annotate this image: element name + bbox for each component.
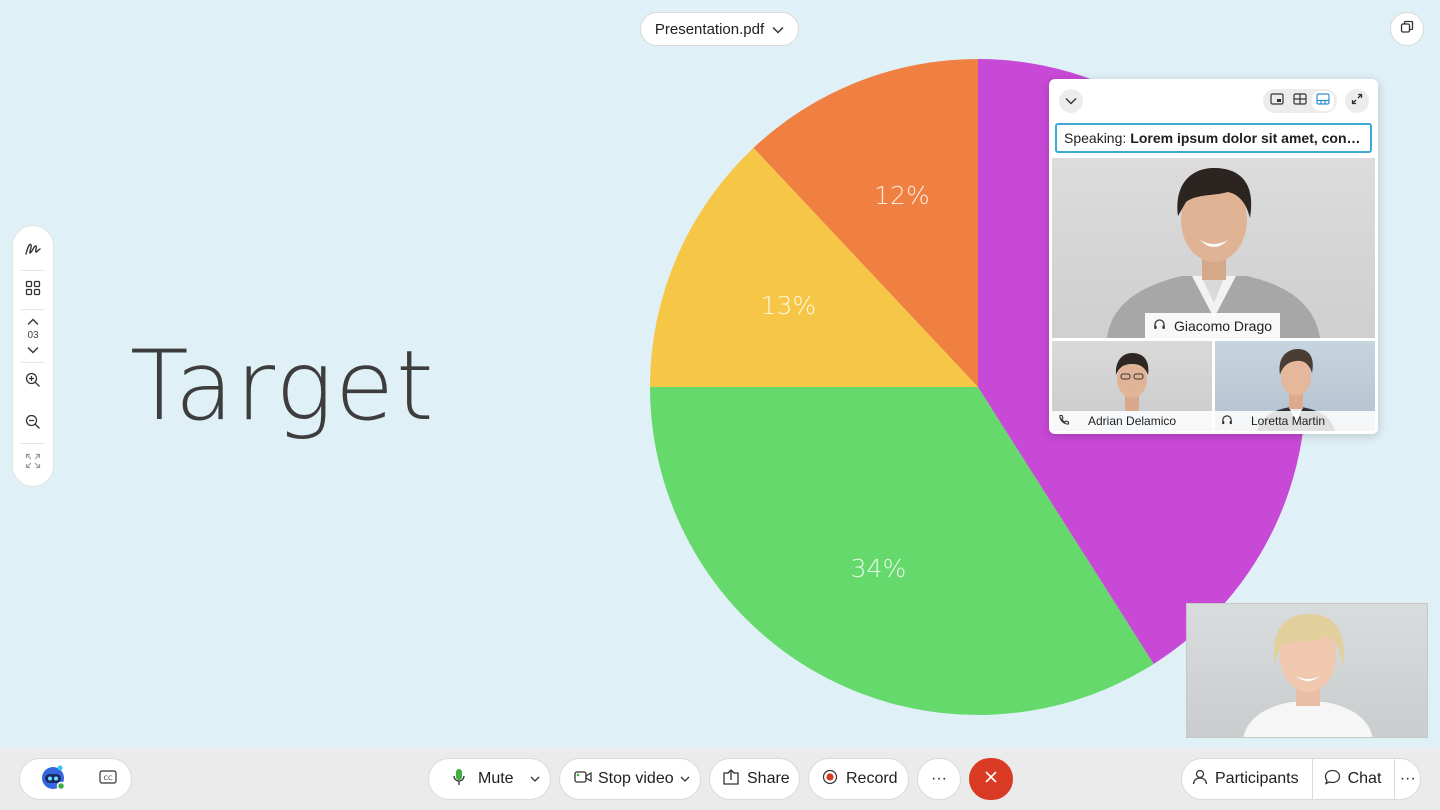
stop-video-button[interactable]: Stop video [559,758,701,800]
mute-label: Mute [478,770,514,787]
rail-divider [21,270,45,271]
divider [1394,759,1396,799]
zoom-in-icon [25,372,41,393]
participant-tag: Adrian Delamico [1052,411,1212,431]
self-view-video[interactable] [1186,603,1428,738]
chat-button[interactable]: Chat [1313,759,1395,799]
collapse-panel-button[interactable] [1059,89,1083,113]
expand-icon [1351,92,1363,110]
popout-button[interactable] [1390,12,1424,46]
participant-tile-adrian[interactable]: Adrian Delamico [1052,341,1212,431]
share-button[interactable]: Share [709,758,800,800]
more-icon: ··· [931,770,947,787]
annotate-icon [24,240,42,263]
layout-grid-option[interactable] [1289,91,1311,111]
more-options-button[interactable]: ··· [917,758,961,800]
video-camera-icon [574,770,592,789]
headset-icon [1153,318,1166,334]
fit-screen-button[interactable] [18,448,48,478]
pie-slice-label: 13% [761,291,817,320]
main-video-tile[interactable]: Giacomo Drago [1052,158,1375,338]
speaking-text: Lorem ipsum dolor sit amet, consec... [1130,130,1363,146]
pie-slice [650,147,978,387]
chevron-down-icon [772,21,784,38]
participant-name: Adrian Delamico [1088,414,1177,428]
rail-divider [21,443,45,444]
popout-icon [1400,20,1414,39]
thumbnails-button[interactable] [18,275,48,305]
speaking-label: Speaking: [1064,130,1127,146]
chevron-up-icon [27,313,39,331]
rail-divider [21,309,45,310]
annotation-tool-rail: 03 [12,225,54,487]
record-label: Record [846,770,898,787]
ai-assistant-button[interactable] [20,759,85,799]
ai-assistant-icon [39,763,67,796]
divider [1311,759,1313,799]
participant-name: Loretta Martin [1251,414,1326,428]
slide-title: Target [130,330,436,442]
previous-page-button[interactable] [18,314,48,330]
participants-label: Participants [1215,770,1299,787]
microphone-icon [453,768,465,791]
chevron-down-icon[interactable] [530,776,540,782]
participants-button[interactable]: Participants [1182,759,1312,799]
participant-video [1107,168,1320,338]
pie-slice-label: 12% [874,181,930,210]
pie-slice-label: 34% [851,554,907,583]
file-name: Presentation.pdf [654,20,765,38]
layout-stage-option[interactable] [1311,91,1334,111]
grid-layout-icon [1293,92,1307,110]
chevron-down-icon[interactable] [680,776,690,782]
participant-tag: Loretta Martin [1215,411,1375,431]
end-call-button[interactable] [969,758,1013,800]
next-page-button[interactable] [18,342,48,358]
share-icon [722,768,740,790]
participants-icon [1192,769,1208,790]
share-label: Share [747,770,790,787]
rail-divider [21,362,45,363]
more-panels-button[interactable]: ··· [1395,759,1420,799]
grid-icon [25,280,41,301]
stage-layout-icon [1316,92,1330,110]
self-video [1243,614,1373,737]
video-panel: Speaking: Lorem ipsum dolor sit amet, co… [1049,79,1378,434]
pie-slice [753,59,978,387]
expand-panel-button[interactable] [1345,89,1369,113]
picture-in-picture-icon [1270,92,1284,110]
fit-screen-icon [25,453,41,474]
participant-tile-loretta[interactable]: Loretta Martin [1215,341,1375,431]
speaking-indicator: Speaking: Lorem ipsum dolor sit amet, co… [1055,123,1372,153]
annotate-button[interactable] [18,236,48,266]
headset-icon [1221,414,1233,429]
zoom-in-button[interactable] [18,367,48,397]
record-icon [822,769,838,790]
shared-content-stage: 12% 13% 34% Target Presentation.pdf [12,12,1428,738]
page-number: 03 [27,330,39,341]
zoom-out-icon [25,414,41,435]
meeting-control-bar: CC Mute Stop video Share Record [0,748,1440,810]
more-icon: ··· [1399,770,1416,787]
svg-text:CC: CC [104,774,114,782]
closed-captions-icon: CC [99,769,117,789]
file-selector-dropdown[interactable]: Presentation.pdf [640,12,799,46]
mute-button[interactable]: Mute [428,758,551,800]
pie-slice [650,387,1154,715]
phone-icon [1058,414,1070,429]
chevron-down-icon [27,341,39,359]
chat-label: Chat [1347,770,1382,787]
layout-switcher [1263,89,1337,113]
panel-toggles-group: Participants Chat ··· [1181,758,1421,800]
chat-icon [1324,769,1341,790]
main-participant-name: Giacomo Drago [1174,317,1273,334]
main-participant-tag: Giacomo Drago [1145,313,1281,338]
layout-pip-option[interactable] [1266,91,1288,111]
assistant-captions-group: CC [19,758,132,800]
record-button[interactable]: Record [808,758,909,800]
chevron-down-icon [1065,92,1077,110]
closed-captions-button[interactable]: CC [85,759,131,799]
stop-video-label: Stop video [598,770,674,787]
close-icon [984,770,998,789]
zoom-out-button[interactable] [18,409,48,439]
